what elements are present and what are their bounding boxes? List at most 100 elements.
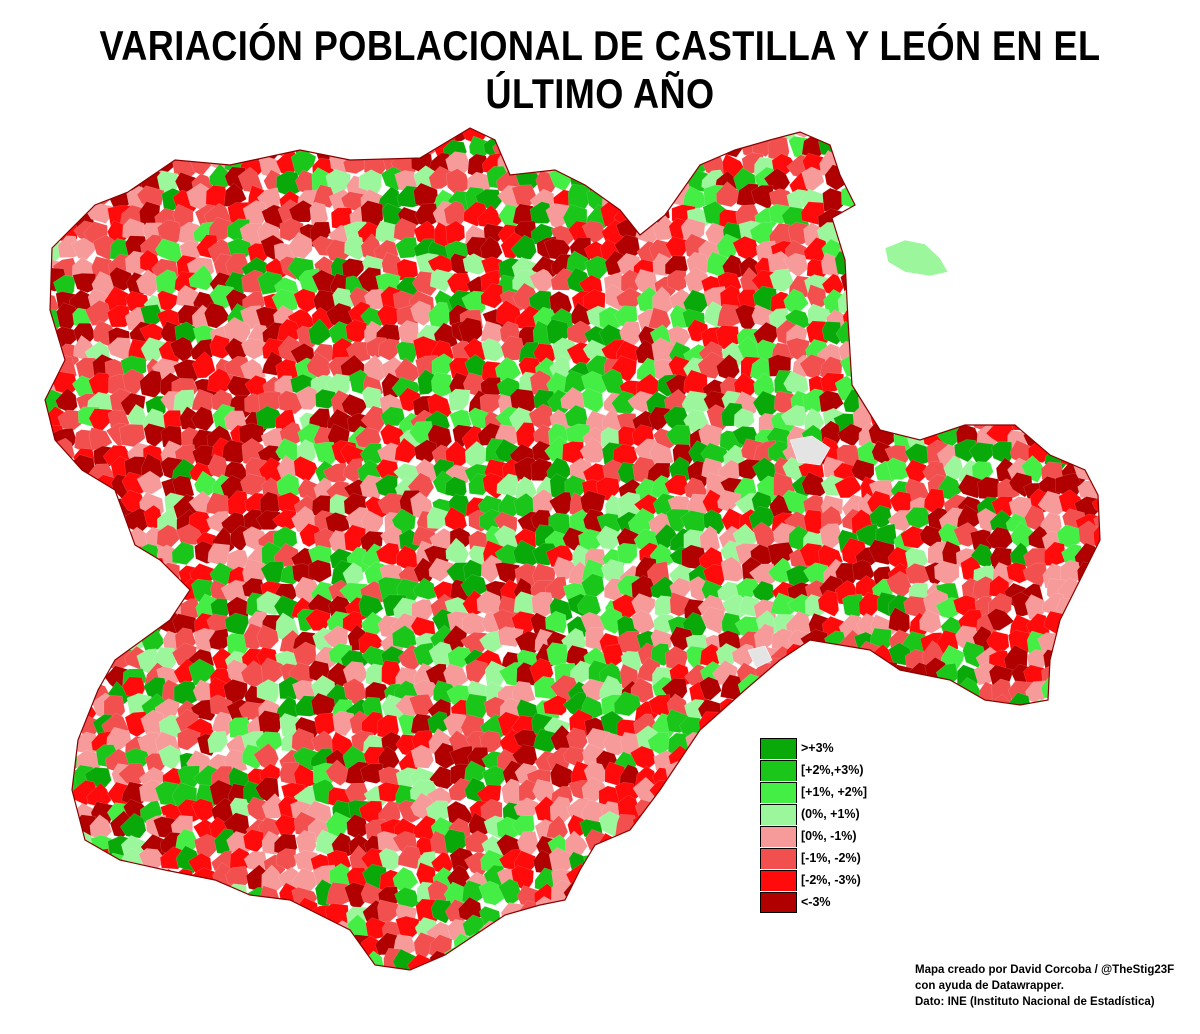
municipality [1026, 830, 1052, 860]
municipality [21, 728, 45, 750]
municipality [515, 934, 538, 957]
municipality [666, 778, 692, 801]
municipality [841, 185, 864, 208]
legend-swatch [760, 781, 797, 803]
municipality [45, 137, 47, 164]
municipality [1113, 731, 1132, 752]
municipality [973, 221, 996, 248]
municipality [1078, 713, 1100, 737]
municipality [989, 920, 1013, 946]
municipality [108, 139, 137, 162]
municipality [45, 616, 63, 642]
legend-item: [+2%,+3%) [760, 759, 867, 781]
municipality [242, 128, 267, 130]
municipality [45, 695, 62, 722]
municipality [1091, 184, 1100, 210]
municipality [703, 947, 729, 970]
municipality [904, 272, 927, 300]
municipality [70, 868, 96, 893]
municipality [722, 731, 747, 758]
municipality [633, 948, 661, 970]
municipality [45, 679, 63, 703]
credits-author: Mapa creado por David Corcoba / @TheStig… [915, 964, 1175, 976]
municipality [972, 301, 996, 329]
municipality [174, 965, 196, 970]
municipality [311, 128, 333, 142]
municipality [971, 341, 997, 365]
municipality [649, 812, 674, 838]
municipality [596, 851, 621, 878]
municipality [978, 239, 1002, 262]
municipality [1055, 190, 1081, 214]
municipality [429, 101, 453, 124]
municipality [87, 156, 114, 184]
municipality [730, 923, 756, 948]
municipality [210, 946, 235, 970]
municipality [633, 861, 660, 888]
municipality [260, 937, 287, 961]
municipality [107, 613, 133, 638]
municipality [906, 355, 929, 378]
municipality [907, 322, 935, 351]
municipality [837, 286, 864, 316]
municipality [309, 104, 335, 128]
municipality [1024, 728, 1049, 755]
municipality [701, 784, 728, 807]
municipality [1087, 833, 1100, 857]
municipality [57, 186, 85, 211]
municipality [859, 222, 882, 245]
municipality [689, 798, 715, 825]
municipality [1004, 935, 1028, 959]
municipality [685, 732, 712, 754]
municipality [45, 218, 48, 243]
municipality [961, 804, 984, 826]
municipality [1095, 727, 1100, 753]
municipality [953, 746, 977, 775]
municipality [463, 128, 487, 130]
municipality [94, 580, 118, 607]
municipality [1111, 120, 1133, 145]
municipality [958, 236, 982, 260]
municipality [853, 136, 875, 160]
municipality [837, 128, 862, 130]
municipality [902, 128, 926, 129]
municipality [807, 128, 834, 139]
municipality [54, 527, 76, 553]
municipality [990, 132, 1015, 157]
municipality [1041, 701, 1066, 724]
municipality [785, 102, 809, 124]
municipality [585, 971, 609, 997]
municipality [1046, 289, 1071, 313]
municipality [45, 337, 49, 362]
municipality [941, 358, 965, 382]
municipality [686, 785, 712, 809]
municipality [991, 223, 1015, 247]
municipality [57, 966, 81, 970]
municipality [1106, 938, 1135, 963]
municipality [1042, 271, 1067, 296]
municipality [448, 388, 471, 412]
municipality [1026, 719, 1050, 744]
municipality [595, 967, 622, 970]
municipality [1012, 831, 1037, 855]
municipality [1088, 293, 1100, 318]
municipality [884, 408, 908, 432]
municipality [91, 887, 115, 912]
municipality [976, 883, 1003, 909]
municipality [839, 152, 863, 180]
municipality [1090, 594, 1100, 620]
municipality [1095, 933, 1100, 960]
municipality [651, 882, 673, 910]
municipality [1005, 715, 1032, 738]
municipality [1073, 239, 1099, 266]
municipality [1003, 257, 1028, 282]
municipality [45, 411, 48, 434]
municipality [208, 902, 236, 931]
municipality [92, 530, 112, 552]
municipality [45, 441, 63, 469]
municipality [45, 139, 60, 166]
municipality [1044, 172, 1068, 195]
municipality [1039, 934, 1065, 961]
municipality [45, 879, 61, 907]
municipality [45, 578, 50, 608]
